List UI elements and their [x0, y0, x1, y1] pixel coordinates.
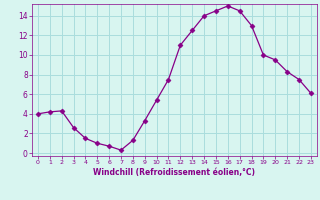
X-axis label: Windchill (Refroidissement éolien,°C): Windchill (Refroidissement éolien,°C): [93, 168, 255, 177]
